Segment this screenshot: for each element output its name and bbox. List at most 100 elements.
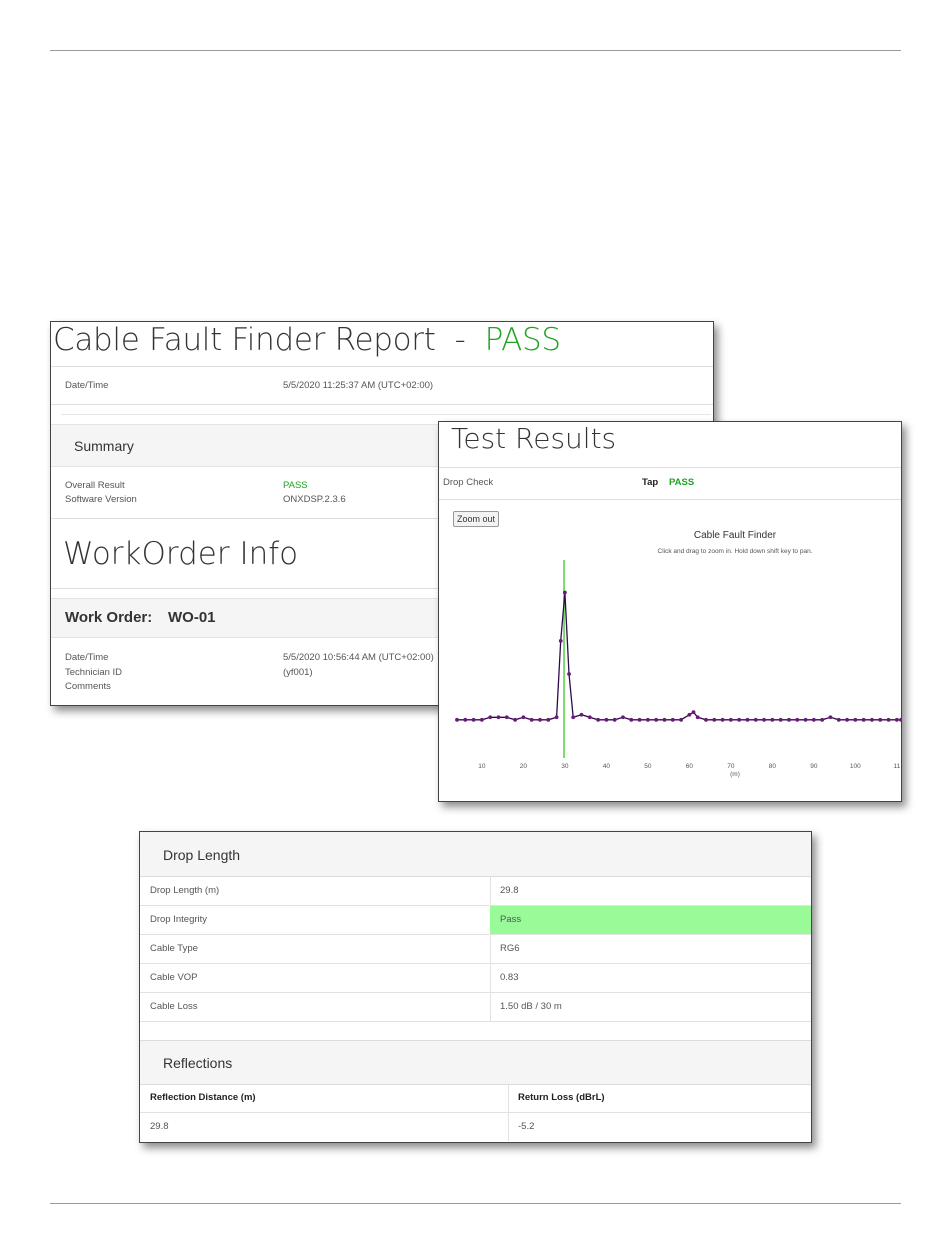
drop-row-label: Cable Type (150, 943, 198, 954)
data-point (753, 717, 758, 722)
data-point (795, 717, 800, 722)
reflections-heading: Reflections (163, 1055, 233, 1071)
data-point (679, 717, 683, 722)
x-tick-label: 11 (893, 763, 900, 770)
drop-check-label: Drop Check (443, 477, 494, 488)
data-point (787, 717, 791, 722)
data-point (562, 590, 567, 595)
x-tick-label: 100 (850, 763, 861, 770)
data-point (778, 717, 783, 722)
data-point (521, 715, 526, 720)
data-point (504, 715, 509, 720)
drop-row-value: 29.8 (500, 885, 519, 896)
data-point (728, 717, 733, 722)
data-point (662, 717, 667, 722)
data-point (691, 710, 696, 715)
drop-row-label: Cable VOP (150, 972, 198, 983)
divider (508, 1084, 509, 1112)
data-point (554, 715, 559, 720)
data-point (712, 717, 717, 722)
test-results-panel: Test Results Drop Check Tap PASS Zoom ou… (438, 421, 902, 802)
data-point (878, 717, 883, 722)
x-axis-label: (m) (730, 771, 740, 778)
overall-result-label: Overall Result (65, 480, 125, 491)
report-result: PASS (484, 322, 561, 358)
data-point (836, 717, 841, 722)
drop-row-value: 1.50 dB / 30 m (500, 1001, 562, 1012)
data-point (637, 717, 642, 722)
top-rule (50, 50, 901, 51)
data-point (645, 717, 650, 722)
data-point (571, 715, 576, 720)
data-point (803, 717, 808, 722)
divider (439, 499, 901, 500)
x-tick-label: 60 (686, 763, 694, 770)
drop-row-label: Drop Length (m) (150, 885, 220, 896)
drop-row-value: 0.83 (500, 972, 519, 983)
table-row: Cable VOP 0.83 (140, 964, 811, 993)
x-tick-label: 50 (644, 763, 652, 770)
data-point (899, 717, 901, 722)
chart-plot-area: 10 20 30 40 50 60 70 80 90 100 11 (455, 560, 901, 770)
divider (61, 414, 711, 415)
software-version-label: Software Version (65, 494, 137, 505)
divider (51, 404, 713, 405)
comments-label: Comments (65, 681, 111, 692)
cable-fault-chart[interactable]: Cable Fault Finder Click and drag to zoo… (439, 500, 901, 800)
data-point (828, 715, 833, 720)
table-row: Drop Length (m) 29.8 (140, 877, 811, 906)
data-point (870, 717, 874, 722)
series-line (457, 592, 901, 721)
data-point (695, 715, 700, 720)
drop-row-value: RG6 (500, 943, 520, 954)
zoom-out-button[interactable]: Zoom out (453, 511, 499, 527)
work-order-value: WO-01 (168, 609, 216, 626)
divider (508, 1113, 509, 1141)
data-point (596, 717, 600, 722)
data-point (471, 717, 476, 722)
data-point (567, 672, 571, 676)
table-row: Cable Type RG6 (140, 935, 811, 964)
data-point (463, 717, 468, 722)
return-loss-header: Return Loss (dBrL) (518, 1092, 605, 1103)
drop-row-value: Pass (490, 906, 811, 934)
data-point (670, 717, 675, 722)
x-tick-label: 70 (727, 763, 735, 770)
data-point (720, 717, 725, 722)
drop-length-heading: Drop Length (163, 847, 241, 863)
data-point (513, 717, 517, 722)
report-title-text: Cable Fault Finder Report (53, 322, 436, 358)
x-tick-label: 80 (769, 763, 777, 770)
chart-title: Cable Fault Finder (694, 530, 777, 541)
divider (51, 366, 713, 367)
data-point (894, 717, 899, 722)
divider (490, 877, 491, 905)
reflections-header-row: Reflection Distance (m) Return Loss (dBr… (140, 1084, 811, 1113)
data-point (811, 717, 816, 722)
data-point (762, 717, 766, 722)
data-point (546, 717, 551, 722)
x-tick-label: 20 (520, 763, 528, 770)
reflection-distance-header: Reflection Distance (m) (150, 1092, 256, 1103)
data-point (455, 717, 459, 722)
technician-value: (yf001) (283, 667, 313, 678)
drop-length-panel: Drop Length Drop Length (m) 29.8 Drop Inte… (139, 831, 812, 1143)
data-point (853, 717, 858, 722)
table-row: 29.8 -5.2 (140, 1113, 811, 1141)
data-point (687, 712, 692, 717)
workorder-heading: WorkOrder Info (63, 536, 299, 572)
data-point (558, 639, 563, 643)
work-order-label: Work Order: (65, 609, 153, 626)
divider (490, 964, 491, 992)
data-point (488, 715, 493, 720)
reflection-distance-value: 29.8 (150, 1121, 169, 1132)
data-point (587, 715, 592, 720)
data-point (612, 717, 617, 722)
data-point (745, 717, 750, 722)
tap-result: PASS (669, 477, 695, 488)
x-tick-label: 40 (603, 763, 611, 770)
x-tick-label: 30 (561, 763, 569, 770)
data-point (496, 715, 501, 720)
datetime-label: Date/Time (65, 380, 109, 391)
divider (439, 467, 901, 468)
